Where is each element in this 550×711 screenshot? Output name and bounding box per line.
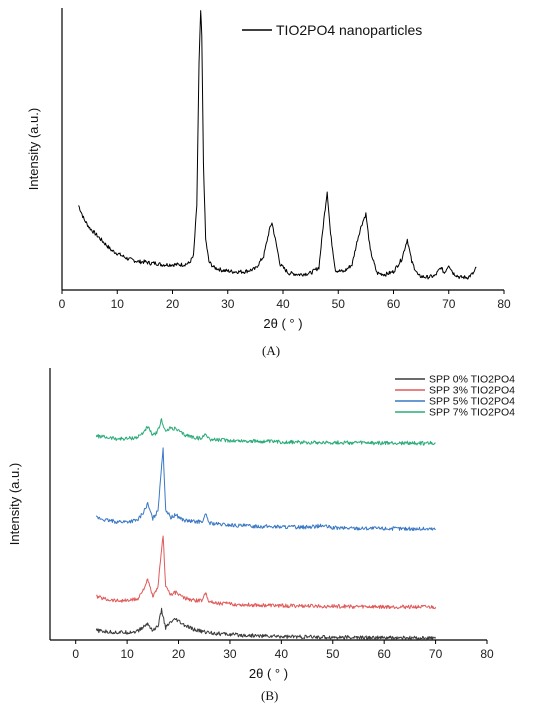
panel-a-chart: 0 10 20 30 40 50 60 70 80 2θ ( ° ) Intensity (a.u.… <box>26 8 511 331</box>
a-x-tick-label: 30 <box>221 297 235 311</box>
a-x-tick-label: 80 <box>497 297 511 311</box>
a-x-tick-label: 70 <box>442 297 456 311</box>
a-x-tick-label: 60 <box>387 297 401 311</box>
a-x-tick-label: 10 <box>111 297 125 311</box>
b-x-tick-label: 20 <box>172 647 186 661</box>
a-y-axis-title: Intensity (a.u.) <box>26 108 41 190</box>
b-x-axis-title: 2θ ( ° ) <box>249 666 288 681</box>
a-x-tick-label: 40 <box>276 297 290 311</box>
b-legend-label-3: SPP 7% TIO2PO4 <box>429 407 515 419</box>
b-x-tick-label: 40 <box>275 647 289 661</box>
b-x-tick-label: 30 <box>223 647 237 661</box>
a-x-tick-label: 20 <box>166 297 180 311</box>
b-legend-label-0: SPP 0% TIO2PO4 <box>429 374 515 386</box>
b-series-line-3 <box>95 418 436 446</box>
a-x-tick-label: 50 <box>332 297 346 311</box>
b-series-line-1 <box>96 535 437 610</box>
b-legend-label-1: SPP 3% TIO2PO4 <box>429 385 515 397</box>
panel-b-chart: 0 10 20 30 40 50 60 70 80 2θ ( ° ) Intensity (a.u.… <box>7 368 515 681</box>
a-legend-label-0: TIO2PO4 nanoparticles <box>276 22 422 38</box>
b-legend-label-2: SPP 5% TIO2PO4 <box>429 396 515 408</box>
panel-a-label: (A) <box>262 343 281 358</box>
a-x-tick-label: 0 <box>59 297 66 311</box>
b-x-tick-label: 10 <box>120 647 134 661</box>
b-x-tick-label: 0 <box>72 647 79 661</box>
b-x-tick-label: 70 <box>429 647 443 661</box>
b-x-tick-label: 50 <box>326 647 340 661</box>
b-y-axis-title: Intensity (a.u.) <box>7 463 22 545</box>
a-x-axis-title: 2θ ( ° ) <box>263 316 302 331</box>
a-series-line-0 <box>78 10 477 280</box>
b-x-tick-label: 60 <box>377 647 391 661</box>
b-series-line-0 <box>95 607 437 641</box>
b-x-tick-label: 80 <box>480 647 494 661</box>
b-series-line-2 <box>95 447 436 532</box>
panel-b-label: (B) <box>261 688 279 703</box>
